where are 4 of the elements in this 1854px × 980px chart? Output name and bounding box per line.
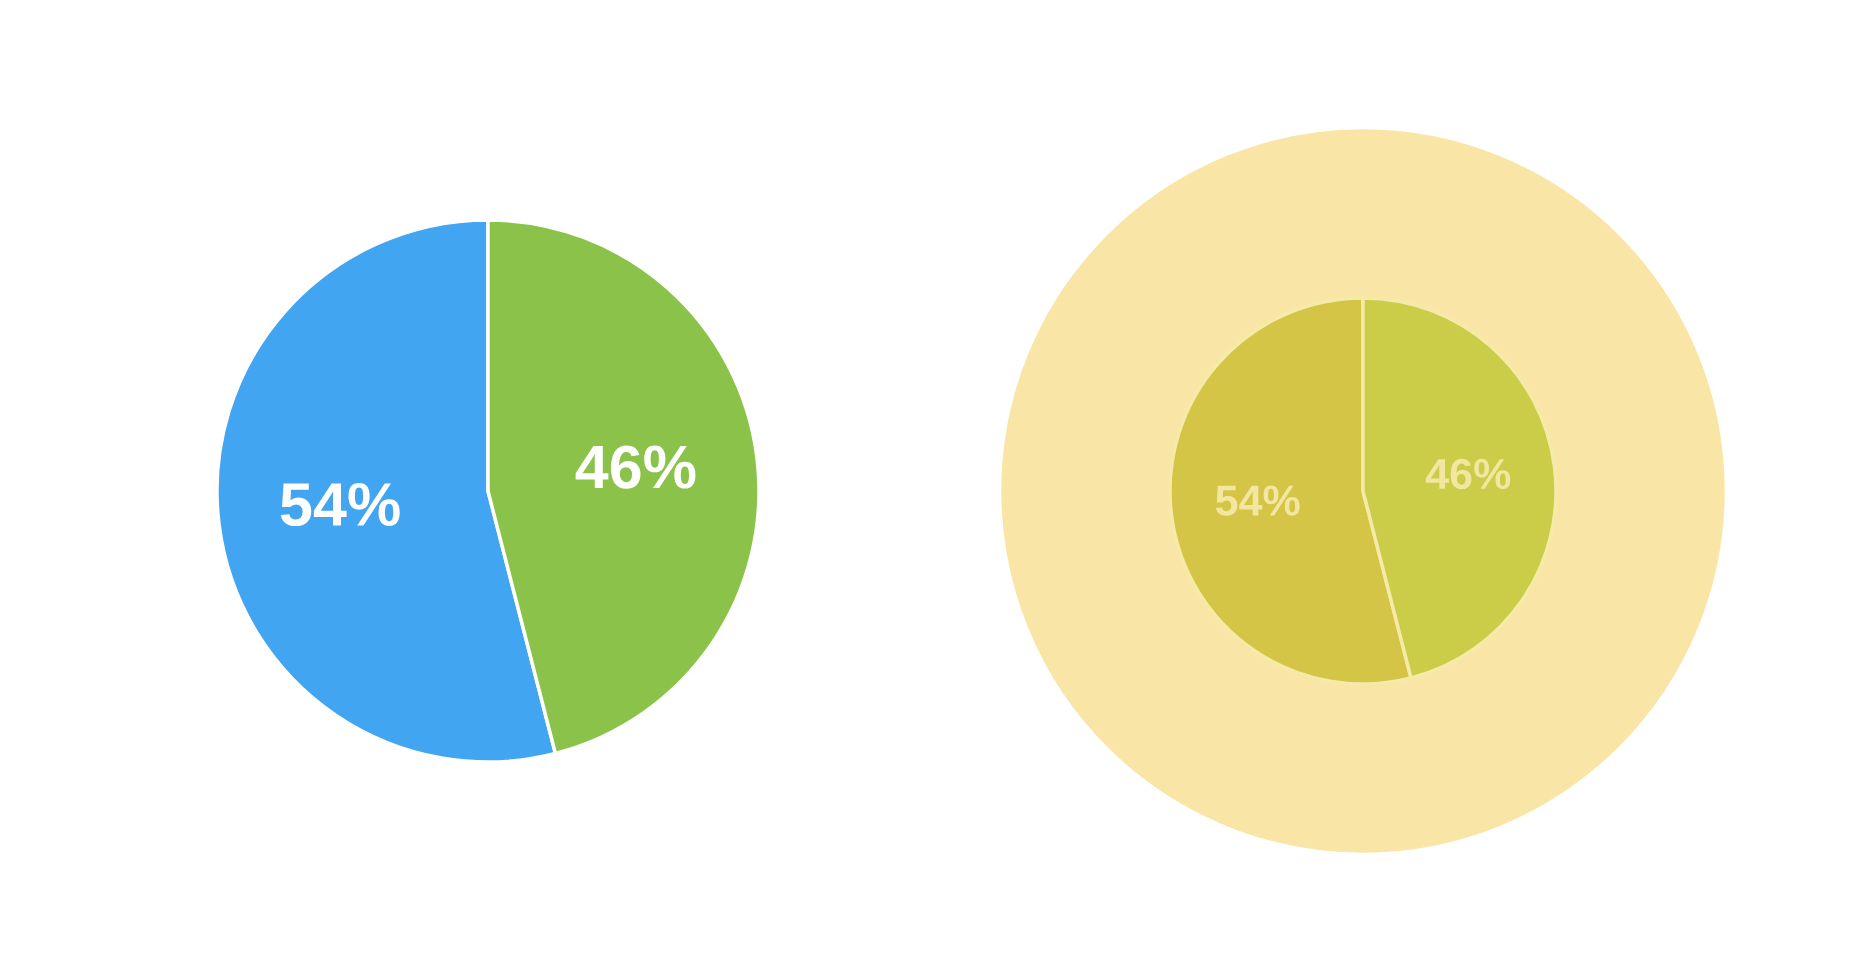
data-label: 46% [575, 445, 696, 489]
data-label: 54% [1215, 485, 1300, 516]
data-label: 54% [280, 482, 400, 527]
data-label: 46% [1425, 458, 1511, 490]
